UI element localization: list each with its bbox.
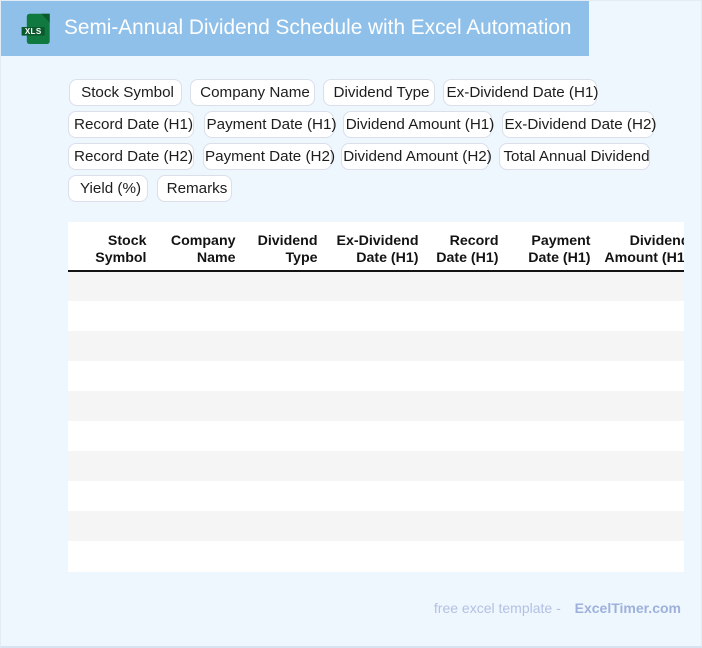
svg-text:XLS: XLS	[25, 27, 42, 36]
